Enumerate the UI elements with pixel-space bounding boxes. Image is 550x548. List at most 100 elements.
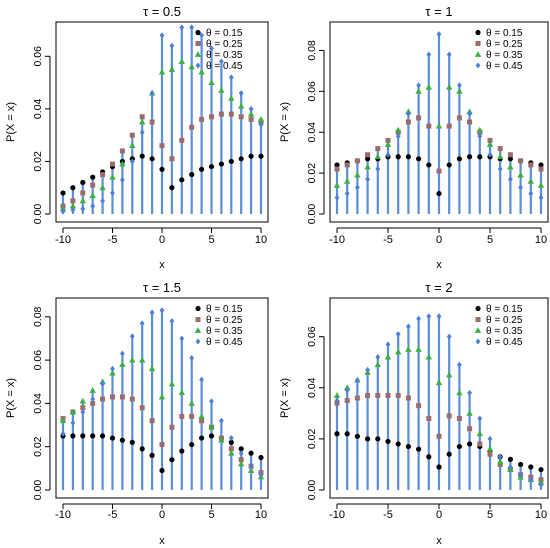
data-point	[80, 205, 86, 212]
data-point	[169, 457, 175, 463]
chart-panel-2: -10 -5 0 5 10 0.00 0.02 0.04 0.06 0.08 τ = 1 x P(X =…	[279, 4, 549, 271]
data-point	[375, 436, 381, 442]
data-point	[119, 394, 125, 400]
legend: θ = 0.15θ = 0.25θ = 0.35θ = 0.45	[194, 28, 243, 72]
data-point	[99, 184, 106, 191]
data-point	[538, 194, 544, 201]
data-point	[209, 398, 214, 405]
data-point	[219, 58, 224, 65]
data-point	[507, 156, 513, 162]
data-point	[139, 129, 145, 136]
data-point	[354, 171, 361, 178]
data-point	[467, 110, 472, 117]
data-point	[60, 430, 66, 437]
plot-frame	[55, 21, 269, 223]
data-point	[467, 389, 472, 396]
data-point	[70, 185, 76, 191]
data-point	[119, 160, 126, 167]
legend-label: θ = 0.25	[206, 315, 243, 326]
data-point	[497, 166, 503, 173]
data-point	[365, 392, 371, 398]
data-point	[188, 63, 195, 70]
legend-marker	[195, 305, 201, 312]
chart-title: τ = 1.5	[143, 280, 181, 295]
data-point	[375, 146, 381, 152]
data-point	[179, 448, 185, 454]
data-point	[59, 417, 67, 424]
data-point	[344, 384, 351, 391]
data-point	[446, 162, 452, 168]
data-point	[344, 398, 350, 404]
x-tick-label: 5	[208, 234, 214, 246]
plot-frame	[329, 21, 549, 223]
data-point	[139, 405, 145, 411]
legend-label: θ = 0.45	[206, 337, 243, 348]
x-tick-label: 10	[255, 234, 267, 246]
data-point	[139, 320, 145, 327]
data-point	[80, 433, 86, 439]
data-point	[457, 361, 462, 368]
y-tick-label: 0.04	[32, 98, 44, 119]
data-point	[148, 365, 156, 372]
data-point	[517, 171, 524, 178]
data-point	[248, 116, 254, 122]
data-point	[109, 173, 116, 180]
legend-marker	[475, 29, 481, 36]
data-point	[80, 179, 86, 186]
x-tick-label: -10	[329, 509, 345, 521]
x-tick-label: 5	[487, 509, 493, 521]
data-point	[209, 114, 214, 120]
data-point	[110, 161, 115, 167]
data-point	[497, 153, 504, 160]
data-point	[199, 435, 205, 441]
data-point	[333, 181, 341, 188]
x-tick-label: 10	[255, 509, 267, 521]
data-point	[149, 452, 155, 458]
data-point	[446, 371, 453, 378]
data-point	[354, 158, 360, 164]
data-point	[334, 397, 340, 404]
y-tick-label: 0.00	[306, 204, 318, 225]
data-point	[507, 152, 513, 158]
x-tick-label: -10	[55, 509, 71, 521]
data-point	[365, 366, 370, 373]
y-axis-label: P(X = x)	[279, 378, 291, 418]
data-point	[248, 153, 254, 159]
data-point	[158, 68, 166, 75]
y-tick-label: 0.02	[32, 436, 44, 457]
data-point	[406, 323, 411, 330]
data-point	[70, 419, 76, 426]
data-point	[119, 437, 125, 443]
data-point	[395, 154, 401, 160]
data-point	[385, 438, 391, 445]
data-point	[109, 369, 116, 376]
data-point	[395, 392, 401, 398]
data-point	[527, 177, 534, 184]
data-point	[426, 123, 432, 129]
x-tick-label: 10	[535, 509, 547, 521]
data-point	[189, 24, 195, 31]
legend-marker	[194, 327, 202, 333]
data-point	[238, 457, 244, 463]
data-point	[364, 163, 371, 170]
data-point	[80, 409, 86, 416]
y-tick-label: 0.02	[32, 151, 44, 172]
data-point	[248, 463, 254, 470]
data-point	[446, 333, 452, 340]
x-tick-label: -5	[383, 509, 393, 521]
data-point	[385, 341, 391, 348]
legend: θ = 0.15θ = 0.25θ = 0.35θ = 0.45	[474, 28, 523, 72]
data-point	[416, 446, 422, 452]
data-point	[456, 115, 462, 121]
y-tick-label: 0.00	[32, 204, 44, 225]
y-tick-label: 0.06	[306, 81, 318, 102]
x-tick-label: -5	[108, 509, 118, 521]
data-point	[344, 190, 350, 197]
data-point	[257, 115, 265, 122]
data-point	[405, 395, 411, 401]
x-tick-label: -10	[329, 234, 345, 246]
data-point	[129, 132, 135, 138]
y-tick-label: 0.00	[306, 480, 318, 501]
plot-frame	[329, 297, 549, 499]
data-point	[416, 82, 421, 89]
